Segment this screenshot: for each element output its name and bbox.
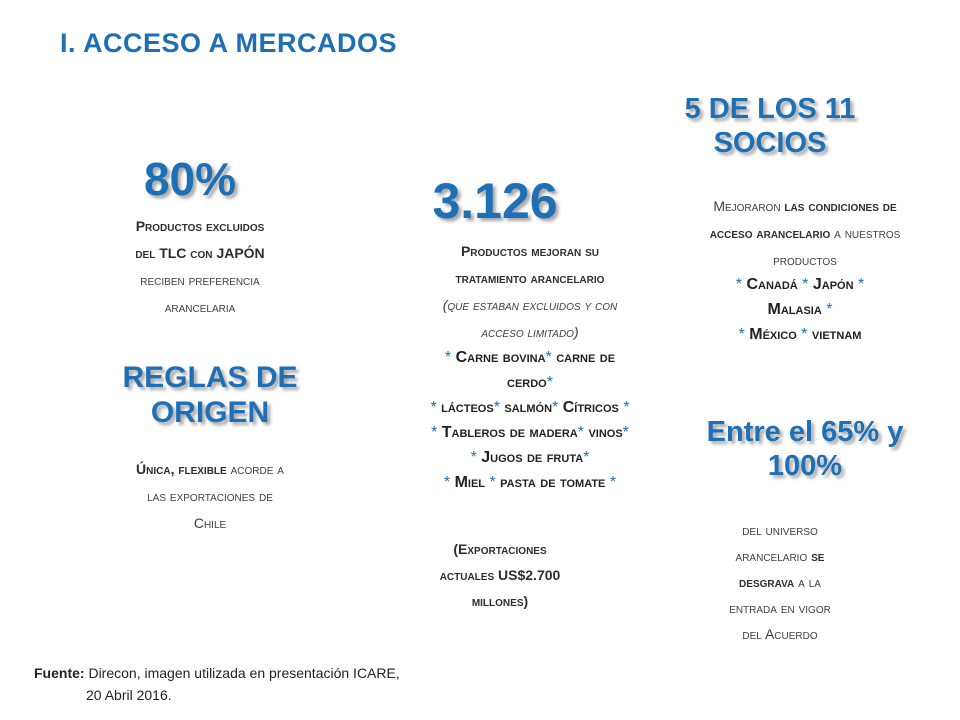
title-line: REGLAS DE: [122, 361, 298, 394]
title-line: ORIGEN: [150, 396, 270, 430]
desc-part: acceso arancelario: [709, 225, 831, 241]
source-label: Fuente:: [34, 665, 85, 681]
desc-part: a nuestros: [830, 225, 901, 241]
product-item: Cítricos: [562, 399, 619, 416]
desc-line: tratamiento arancelario: [455, 270, 605, 286]
desc-part: se: [811, 548, 825, 564]
desc-part: acorde a: [226, 461, 284, 477]
desc-line: Chile: [193, 515, 227, 531]
source-footer: Fuente: Direcon, imagen utilizada en pre…: [34, 662, 400, 706]
exports-note: (Exportaciones actuales US$2.700 millone…: [400, 536, 600, 614]
countries-list: * Canadá * Japón * Malasia * * México * …: [735, 276, 865, 343]
desc-part: del: [135, 245, 160, 261]
product-item: Miel: [454, 474, 486, 491]
note-line: (Exportaciones: [453, 541, 547, 557]
partners-title: 5 DE LOS 11 SOCIOS: [655, 92, 885, 160]
partners-description: Mejoraron las condiciones de acceso aran…: [665, 193, 945, 274]
desc-line: las exportaciones de: [147, 488, 273, 504]
range-description: del universo arancelario se desgrava a l…: [690, 517, 870, 647]
stat-80-percent: 80%: [143, 153, 237, 205]
desc-line: (que estaban excluidos y con: [442, 297, 618, 313]
product-item: cerdo: [507, 374, 547, 391]
product-item: lácteos: [441, 399, 494, 416]
source-text: Direcon, imagen utilizada en presentació…: [88, 665, 400, 681]
desc-line: productos: [773, 252, 837, 268]
country-item: Japón: [812, 276, 854, 293]
note-part: US$2.700: [498, 567, 561, 583]
stat-3126-description: Productos mejoran su tratamiento arancel…: [390, 238, 670, 346]
desc-line: reciben preferencia: [140, 272, 260, 288]
product-item: pasta de tomate: [500, 474, 606, 491]
desc-part: a la: [794, 574, 821, 590]
product-item: Carne bovina: [455, 349, 546, 366]
product-item: carne de: [551, 349, 616, 366]
note-line: millones): [471, 593, 529, 609]
product-item: salmón: [504, 399, 553, 416]
desc-line: entrada en vigor: [729, 600, 831, 616]
note-part: actuales: [439, 567, 499, 583]
title-line: 100%: [767, 450, 843, 483]
page-title: I. ACCESO A MERCADOS: [60, 28, 398, 58]
desc-part: desgrava: [739, 574, 795, 590]
desc-line: del Acuerdo: [742, 626, 818, 642]
title-line: Entre el 65% y: [706, 416, 904, 448]
product-item: vinos: [588, 424, 623, 441]
desc-part: con: [186, 245, 217, 261]
country-item: Canadá: [746, 276, 798, 293]
country-item: vietnam: [811, 326, 862, 343]
stat-3126: 3.126: [432, 173, 558, 229]
rules-of-origin-title: REGLAS DE ORIGEN: [80, 360, 340, 431]
desc-line: arancelaria: [164, 299, 236, 315]
desc-line: Productos excluidos: [135, 218, 265, 234]
range-title: Entre el 65% y 100%: [690, 415, 920, 483]
desc-part: Única, flexible: [136, 461, 227, 477]
desc-line: Productos mejoran su: [460, 243, 600, 259]
desc-part: TLC: [159, 245, 187, 261]
desc-line: del universo: [742, 522, 818, 538]
title-line: SOCIOS: [713, 127, 827, 160]
desc-part: arancelario: [735, 548, 812, 564]
products-list: * Carne bovina* carne de cerdo* * lácteo…: [430, 349, 630, 491]
desc-part: Mejoraron: [713, 198, 781, 214]
product-item: Jugos de fruta: [481, 449, 584, 466]
desc-line: acceso limitado): [481, 324, 579, 340]
desc-part: JAPÓN: [216, 245, 265, 261]
stat-80-description: Productos excluidos del TLC con JAPÓN re…: [85, 213, 315, 321]
title-line: 5 DE LOS 11: [684, 93, 856, 125]
country-item: México: [749, 326, 797, 343]
source-date: 20 Abril 2016.: [86, 687, 172, 703]
country-item: Malasia: [767, 301, 822, 318]
rules-of-origin-description: Única, flexible acorde a las exportacion…: [90, 456, 330, 537]
desc-part: las condiciones de: [780, 198, 897, 214]
product-item: Tableros de madera: [441, 424, 578, 441]
